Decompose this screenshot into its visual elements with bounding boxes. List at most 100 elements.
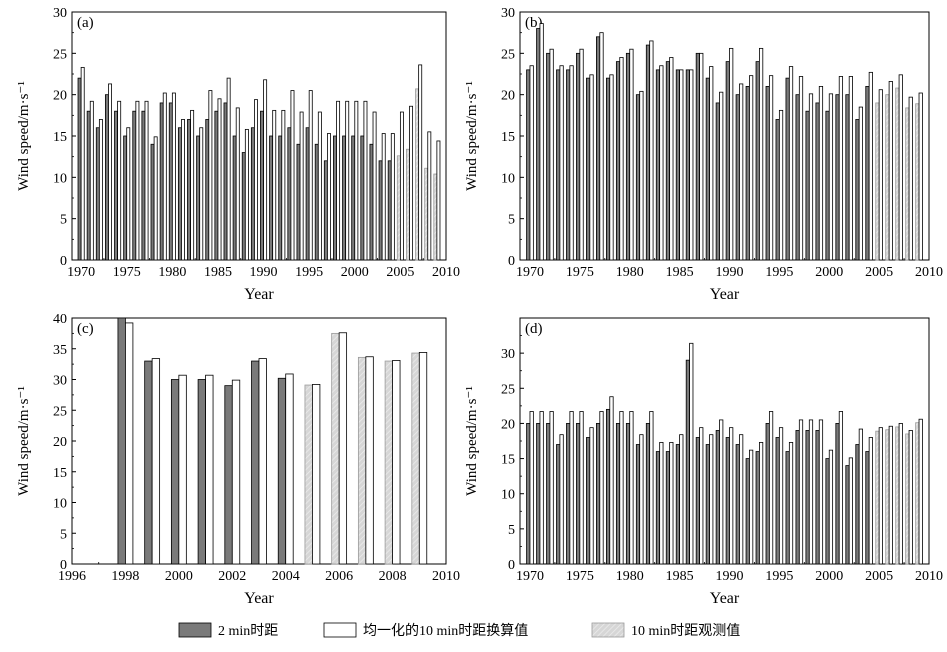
- bar-two-min: [635, 94, 641, 261]
- bar-converted: [818, 419, 824, 565]
- x-tick-label: 1980: [158, 265, 186, 280]
- bar-two-min: [745, 458, 750, 565]
- bar-converted: [418, 352, 428, 565]
- bar-converted: [559, 434, 564, 565]
- bar-converted: [390, 133, 395, 261]
- bar-converted: [338, 332, 348, 565]
- bar-converted: [848, 76, 853, 261]
- bar-converted: [828, 93, 834, 261]
- bar-two-min: [705, 77, 710, 261]
- bar-converted: [639, 434, 644, 565]
- bar-converted: [144, 100, 149, 261]
- bar-converted: [878, 89, 883, 261]
- bar-converted: [427, 131, 432, 261]
- x-axis-title: Year: [244, 590, 274, 607]
- bar-two-min: [114, 110, 119, 261]
- bar-two-min: [765, 86, 770, 261]
- bar-converted: [709, 66, 714, 261]
- y-tick-label: 25: [501, 47, 515, 62]
- bar-two-min: [526, 69, 531, 261]
- x-tick-label: 1995: [765, 569, 793, 584]
- bar-converted: [629, 48, 634, 261]
- y-tick-label: 20: [501, 89, 515, 104]
- bar-two-min: [645, 423, 651, 565]
- x-tick-label: 1970: [67, 265, 95, 280]
- bar-converted: [699, 52, 704, 261]
- bar-two-min: [775, 119, 780, 261]
- x-tick-label: 2000: [165, 569, 193, 584]
- bar-ten-min-obs: [396, 155, 401, 261]
- x-tick-label: 2010: [432, 569, 460, 584]
- bar-converted: [878, 427, 883, 565]
- bar-two-min: [260, 110, 264, 261]
- legend: 2 min时距 均一化的10 min时距换算值 10 min时距观测值: [178, 622, 740, 639]
- bar-converted: [281, 109, 286, 261]
- bar-two-min: [250, 127, 255, 261]
- x-tick-label: 1975: [566, 265, 594, 280]
- bar-converted: [263, 79, 268, 261]
- y-tick-label: 30: [53, 6, 67, 21]
- bar-converted: [290, 90, 295, 261]
- bar-converted: [898, 74, 903, 261]
- x-tick-label: 1995: [765, 265, 793, 280]
- x-tick-label: 1996: [58, 569, 86, 584]
- bar-converted: [729, 427, 734, 565]
- bar-two-min: [715, 430, 720, 565]
- bar-converted: [226, 77, 231, 261]
- x-tick-label: 2010: [915, 265, 943, 280]
- bar-converted: [589, 427, 594, 565]
- bar-converted: [126, 127, 131, 261]
- y-tick-label: 10: [53, 497, 67, 512]
- bar-converted: [181, 119, 185, 261]
- x-tick-label: 2010: [432, 265, 460, 280]
- bar-converted: [153, 136, 158, 261]
- bar-ten-min-obs: [304, 384, 313, 565]
- bar-converted: [689, 69, 694, 261]
- x-tick-label: 2008: [379, 569, 407, 584]
- bar-converted: [599, 411, 604, 565]
- bar-two-min: [685, 359, 690, 565]
- bar-converted: [108, 83, 112, 261]
- x-tick-label: 2005: [865, 569, 893, 584]
- bar-two-min: [835, 94, 840, 261]
- bar-ten-min-obs: [885, 94, 890, 261]
- bar-two-min: [755, 451, 760, 565]
- bar-converted: [117, 100, 122, 261]
- bar-two-min: [117, 317, 126, 565]
- bar-two-min: [378, 160, 383, 261]
- y-tick-label: 30: [501, 6, 515, 21]
- y-tick-label: 5: [508, 213, 515, 228]
- bar-converted: [217, 98, 222, 261]
- y-tick-label: 40: [53, 312, 67, 327]
- x-tick-label: 2000: [341, 265, 369, 280]
- bar-two-min: [655, 451, 661, 565]
- bar-converted: [918, 418, 923, 565]
- bar-two-min: [241, 152, 246, 261]
- x-tick-label: 2005: [865, 265, 893, 280]
- bar-converted: [539, 411, 544, 565]
- bar-converted: [549, 48, 554, 261]
- bar-converted: [569, 411, 574, 565]
- x-tick-label: 1980: [616, 265, 644, 280]
- bar-two-min: [825, 458, 830, 565]
- bar-converted: [299, 111, 304, 261]
- bar-converted: [436, 140, 441, 261]
- bar-converted: [649, 40, 654, 261]
- bar-ten-min-obs: [905, 107, 910, 261]
- legend-swatch-two-min: [178, 622, 212, 638]
- bar-two-min: [725, 61, 730, 261]
- bar-two-min: [95, 127, 100, 261]
- bar-converted: [529, 411, 534, 565]
- bar-converted: [363, 100, 368, 261]
- bar-two-min: [141, 110, 146, 261]
- bar-two-min: [576, 52, 581, 261]
- bar-ten-min-obs: [895, 426, 900, 565]
- bar-two-min: [269, 135, 274, 261]
- x-tick-label: 1990: [250, 265, 278, 280]
- y-axis-title: Wind speed/m·s⁻¹: [16, 81, 32, 191]
- bar-ten-min-obs: [885, 429, 890, 565]
- bar-two-min: [865, 451, 870, 565]
- bar-two-min: [546, 52, 551, 261]
- bar-two-min: [77, 77, 82, 261]
- bar-converted: [669, 57, 674, 261]
